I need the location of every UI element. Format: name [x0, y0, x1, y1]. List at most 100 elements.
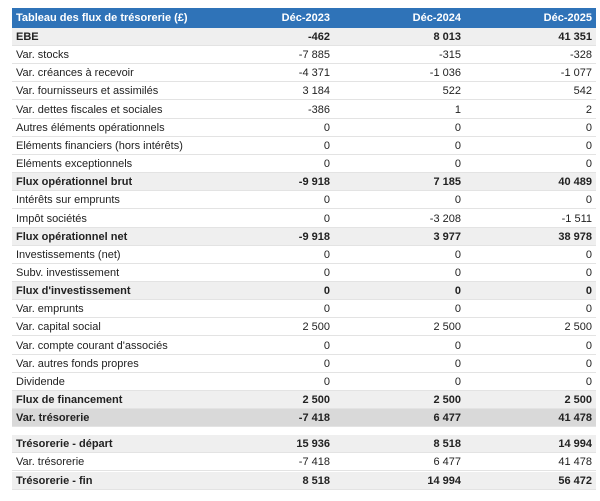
- cell-value: Déc-2025: [543, 12, 592, 24]
- row-label: Flux opérationnel brut: [16, 176, 133, 189]
- cell-value: -7 418: [298, 456, 330, 469]
- table-row: Var. compte courant d'associés 0 0 0: [12, 337, 596, 355]
- cell-value: 1: [454, 103, 461, 116]
- row-label: EBE: [16, 31, 39, 43]
- cell-value: 0: [585, 139, 592, 152]
- table-row: Investissements (net) 0 0 0: [12, 246, 596, 264]
- cell-value: 8 518: [433, 438, 461, 451]
- table-row: Eléments financiers (hors intérêts) 0 0 0: [12, 137, 596, 155]
- cell-value: 0: [585, 248, 592, 261]
- cell-value: 2 500: [433, 394, 461, 406]
- cell-value: 0: [323, 121, 330, 134]
- table-row: Dividende 0 0 0: [12, 373, 596, 391]
- cell-value: 3 977: [433, 230, 461, 243]
- cell-value: 0: [323, 357, 330, 370]
- row-label: Impôt sociétés: [16, 212, 87, 225]
- cell-value: 0: [585, 285, 592, 298]
- cell-value: 38 978: [558, 230, 592, 243]
- cell-value: -3 208: [429, 212, 461, 225]
- cell-value: -1 036: [429, 67, 461, 80]
- cell-value: 0: [323, 158, 330, 171]
- table-row: Impôt sociétés 0 -3 208 -1 511: [12, 210, 596, 228]
- table-row: Flux de financement 2 500 2 500 2 500: [12, 391, 596, 409]
- row-label: Trésorerie - départ: [16, 438, 113, 451]
- row-label: Flux d'investissement: [16, 285, 131, 298]
- cell-value: -9 918: [298, 230, 330, 243]
- cell-value: 8 013: [433, 31, 461, 43]
- cell-value: 0: [454, 339, 461, 352]
- cell-value: 0: [454, 303, 461, 316]
- cell-value: 7 185: [433, 176, 461, 189]
- cell-value: 0: [454, 139, 461, 152]
- table-row: Eléments exceptionnels 0 0 0: [12, 155, 596, 174]
- row-label: Flux de financement: [16, 394, 123, 406]
- table-row: EBE -462 8 013 41 351: [12, 28, 596, 46]
- cell-value: 0: [585, 121, 592, 134]
- cell-value: 0: [454, 357, 461, 370]
- cell-value: 2 500: [564, 394, 592, 406]
- row-label: Trésorerie - fin: [16, 474, 93, 487]
- cell-value: -7 418: [298, 412, 330, 425]
- row-label: Eléments financiers (hors intérêts): [16, 139, 183, 152]
- cell-value: Déc-2023: [281, 12, 330, 24]
- cell-value: 0: [454, 248, 461, 261]
- row-label: Var. créances à recevoir: [16, 67, 134, 80]
- cell-value: 0: [323, 139, 330, 152]
- table-row: Var. dettes fiscales et sociales -386 1 2: [12, 101, 596, 119]
- table-row: Var. trésorerie -7 418 6 477 41 478: [12, 409, 596, 428]
- table-row: Var. emprunts 0 0 0: [12, 300, 596, 319]
- cell-value: 41 351: [558, 31, 592, 43]
- row-label: Flux opérationnel net: [16, 230, 128, 243]
- cell-value: 0: [585, 357, 592, 370]
- cell-value: 14 994: [558, 438, 592, 451]
- row-label: Tableau des flux de trésorerie (£): [16, 12, 188, 24]
- cell-value: 56 472: [558, 474, 592, 487]
- cell-value: 2 500: [302, 394, 330, 406]
- cell-value: 0: [454, 375, 461, 388]
- cell-value: -462: [307, 31, 330, 43]
- row-label: Intérêts sur emprunts: [16, 194, 120, 207]
- cell-value: 0: [323, 339, 330, 352]
- row-label: Autres éléments opérationnels: [16, 121, 165, 134]
- cell-value: 6 477: [433, 456, 461, 469]
- table-row: Trésorerie - départ 15 936 8 518 14 994: [12, 435, 596, 454]
- row-label: Var. trésorerie: [16, 456, 85, 469]
- cell-value: Déc-2024: [412, 12, 461, 24]
- table-row: Var. fournisseurs et assimilés 3 184 522 54…: [12, 82, 596, 101]
- row-label: Eléments exceptionnels: [16, 158, 133, 171]
- cell-value: 3 184: [302, 85, 330, 98]
- cell-value: 0: [323, 248, 330, 261]
- table-row: Flux opérationnel net -9 918 3 977 38 978: [12, 227, 596, 246]
- cell-value: 40 489: [558, 176, 592, 189]
- cell-value: -7 885: [298, 49, 330, 62]
- table-row: Intérêts sur emprunts 0 0 0: [12, 191, 596, 210]
- cell-value: 0: [323, 212, 330, 225]
- row-label: Dividende: [16, 375, 65, 388]
- cell-value: -9 918: [298, 176, 330, 189]
- row-label: Var. capital social: [16, 321, 101, 334]
- cell-value: -1 077: [560, 67, 592, 80]
- cell-value: 6 477: [433, 412, 461, 425]
- cell-value: 2 500: [564, 321, 592, 334]
- table-row: Var. capital social 2 500 2 500 2 500: [12, 318, 596, 337]
- cell-value: 0: [585, 266, 592, 279]
- cell-value: 41 478: [558, 412, 592, 425]
- table-row: Var. trésorerie -7 418 6 477 41 478: [12, 453, 596, 472]
- table-row: Flux opérationnel brut -9 918 7 185 40 489: [12, 173, 596, 192]
- cell-value: -1 511: [561, 212, 592, 225]
- row-label: Var. fournisseurs et assimilés: [16, 85, 159, 98]
- row-label: Var. stocks: [16, 49, 69, 62]
- table-row: Var. autres fonds propres 0 0 0: [12, 355, 596, 373]
- row-label: Var. trésorerie: [16, 412, 90, 425]
- cell-value: 0: [454, 121, 461, 134]
- cell-value: 0: [454, 158, 461, 171]
- table-row: Autres éléments opérationnels 0 0 0: [12, 119, 596, 137]
- cell-value: 0: [585, 375, 592, 388]
- header-row: Tableau des flux de trésorerie (£) Déc-20…: [12, 8, 596, 28]
- table-row: Var. créances à recevoir -4 371 -1 036 -1 0…: [12, 64, 596, 83]
- cell-value: 0: [585, 194, 592, 207]
- row-label: Investissements (net): [16, 248, 121, 261]
- cell-value: 2: [585, 103, 592, 116]
- cell-value: 2 500: [302, 321, 330, 334]
